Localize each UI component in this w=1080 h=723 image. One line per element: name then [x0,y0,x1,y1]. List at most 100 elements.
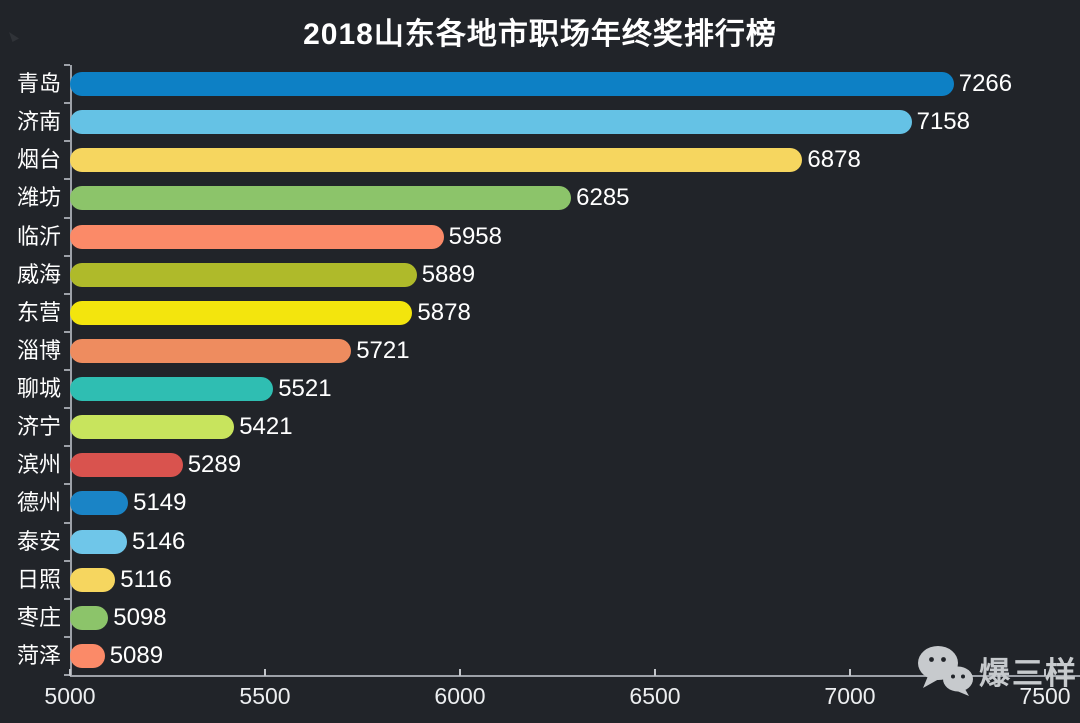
y-tick-mark [64,292,70,295]
y-tick-mark [64,559,70,562]
bar [70,605,109,630]
category-label: 聊城 [16,376,61,402]
bar-row: 东营 5878 [17,294,1045,332]
bar [70,186,572,211]
category-label: 青岛 [16,71,61,97]
value-label: 5146 [131,527,186,555]
bar-row: 淄博 5721 [17,332,1045,370]
bar-row: 滨州 5289 [17,446,1045,484]
bar [70,415,235,440]
bar-row: 德州 5149 [17,484,1045,522]
value-label: 5089 [109,641,164,669]
category-label: 菏泽 [16,642,61,668]
bar [70,300,413,325]
bar [70,338,352,363]
category-label: 济宁 [16,414,61,440]
x-tick-mark [849,669,851,676]
x-tick-label: 6000 [434,683,486,709]
category-label: 东营 [16,299,61,325]
value-label: 6878 [807,146,861,174]
y-tick-mark [64,445,70,448]
y-tick-mark [64,635,70,638]
bar [70,224,444,249]
category-label: 德州 [16,490,61,516]
y-tick-mark [64,407,70,410]
x-tick-label: 7500 [1019,683,1071,709]
value-label: 5889 [421,260,476,288]
y-tick-mark [64,674,70,676]
y-tick-mark [64,369,70,371]
x-axis-line [70,675,1080,677]
x-tick-mark [69,669,71,676]
x-tick-label: 6500 [629,683,681,709]
value-label: 5721 [356,336,410,364]
x-tick-mark [654,669,656,676]
bar-row: 枣庄 5098 [17,599,1045,637]
watermark: 爆三样 [915,643,1078,697]
bar [70,377,274,402]
bar-row: 济南 7158 [17,103,1045,141]
bar-row: 青岛 7266 [17,65,1045,103]
x-tick-mark [1044,669,1046,676]
x-tick-mark [264,669,266,676]
x-tick-label: 5500 [239,683,291,709]
bar [70,148,803,173]
bar-row: 威海 5889 [17,256,1045,294]
y-tick-mark [64,102,70,105]
category-label: 济南 [16,109,61,135]
y-tick-mark [64,216,70,219]
y-tick-mark [64,178,70,181]
bar-row: 聊城 5521 [17,370,1045,408]
bar [70,110,912,135]
value-label: 5289 [187,451,242,479]
bar [70,567,116,592]
cursor-artifact [9,32,19,42]
y-tick-mark [64,330,70,333]
bar [70,453,183,478]
value-label: 5116 [120,565,172,593]
y-tick-mark [64,521,70,524]
bar-row: 日照 5116 [17,561,1045,599]
bar [70,491,129,516]
bar-row: 菏泽 5089 [17,637,1045,675]
bar [70,72,954,97]
category-label: 烟台 [16,147,61,173]
value-label: 5878 [417,298,471,326]
bar-row: 泰安 5146 [17,523,1045,561]
category-label: 枣庄 [16,604,61,630]
y-tick-mark [64,597,70,600]
x-tick-label: 7000 [824,683,876,709]
bar-row: 烟台 6878 [17,141,1045,179]
plot-area: 青岛 7266 济南 7158 烟台 6878 潍坊 6285 临沂 5958 威海 5889 东营 58… [17,64,1080,709]
category-label: 滨州 [16,452,61,478]
value-label: 5421 [239,413,293,441]
category-label: 日照 [16,566,61,592]
category-label: 泰安 [16,528,61,554]
value-label: 5521 [278,375,332,403]
category-label: 威海 [16,261,61,287]
bar-row: 潍坊 6285 [17,179,1045,217]
value-label: 5958 [448,222,502,250]
watermark-text: 爆三样 [979,655,1078,691]
x-tick-mark [459,669,461,676]
bar-row: 临沂 5958 [17,218,1045,256]
value-label: 7266 [958,70,1013,98]
bar-row: 济宁 5421 [17,408,1045,446]
y-tick-mark [64,140,70,143]
y-axis-line [70,65,72,677]
bar [70,529,127,554]
value-label: 6285 [576,184,630,212]
y-tick-mark [64,64,70,66]
chart-title: 2018山东各地市职场年终奖排行榜 [303,18,777,51]
bar [70,262,417,287]
category-label: 淄博 [16,337,61,363]
value-label: 5149 [133,489,187,517]
y-tick-mark [64,254,70,257]
value-label: 7158 [916,108,970,136]
x-tick-label: 5000 [44,683,96,709]
y-tick-mark [64,483,70,486]
category-label: 潍坊 [16,185,61,211]
bar [70,643,105,668]
value-label: 5098 [113,603,167,631]
